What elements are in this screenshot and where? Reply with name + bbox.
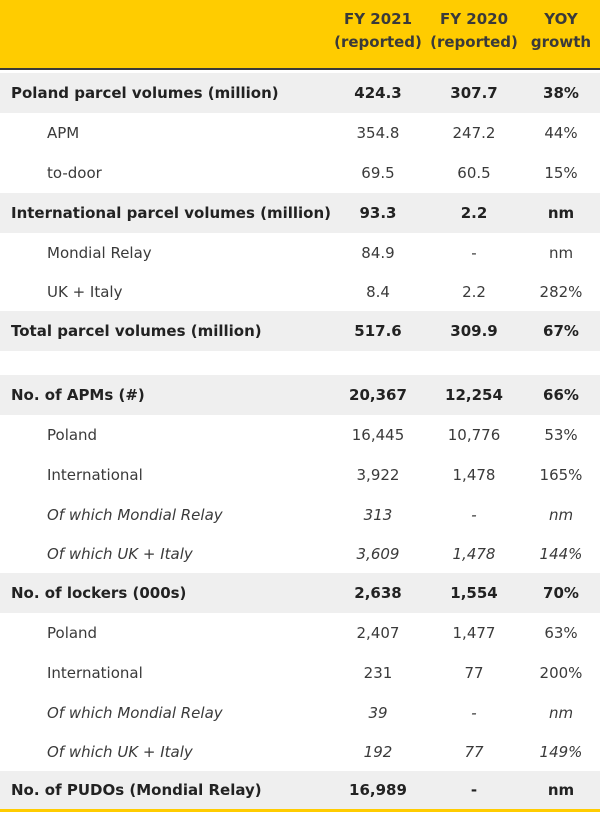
row-label: Of which Mondial Relay [47,506,223,524]
cell-yoy: 165% [539,466,583,484]
header-fy2020: FY 2020 (reported) [430,10,518,51]
cell-yoy: 63% [544,624,578,642]
cell-yoy: nm [547,781,575,799]
cell-yoy: 282% [539,283,583,301]
cell-yoy: nm [548,244,574,262]
table-bottom-border [0,809,600,812]
cell-fy2021: 231 [363,664,393,682]
table-row-number-of-apms: No. of APMs (#) 20,367 12,254 66% [0,375,600,415]
cell-fy2021: 93.3 [359,204,397,222]
cell-fy2020: 2.2 [462,283,486,301]
cell-fy2020: 1,478 [452,545,496,563]
header-yoy-growth: YOY growth [530,10,592,51]
cell-fy2021: 3,609 [356,545,400,563]
table-row-lockers-uk-italy: Of which UK + Italy 192 77 149% [0,733,600,771]
cell-yoy: 66% [543,386,579,404]
cell-fy2020: 60.5 [457,164,491,182]
table-row-mondial-relay: Mondial Relay 84.9 - nm [0,233,600,273]
cell-fy2021: 3,922 [356,466,400,484]
cell-yoy: nm [547,204,575,222]
table-row-number-of-lockers: No. of lockers (000s) 2,638 1,554 70% [0,573,600,613]
cell-fy2021: 8.4 [366,283,390,301]
cell-yoy: 15% [544,164,578,182]
cell-yoy: 149% [539,743,583,761]
row-label: Mondial Relay [47,244,152,262]
table-row-poland-parcel-volumes: Poland parcel volumes (million) 424.3 30… [0,73,600,113]
cell-yoy: 38% [543,84,579,102]
row-label: UK + Italy [47,283,123,301]
cell-fy2021: 354.8 [356,124,400,142]
cell-yoy: 144% [539,545,583,563]
table-row-apms-mondial-relay: Of which Mondial Relay 313 - nm [0,495,600,535]
cell-fy2021: 39 [368,704,388,722]
row-label: Of which Mondial Relay [47,704,223,722]
cell-fy2021: 16,989 [349,781,407,799]
row-label: No. of APMs (#) [11,386,145,404]
cell-fy2021: 424.3 [354,84,402,102]
table-row-apms-uk-italy: Of which UK + Italy 3,609 1,478 144% [0,535,600,573]
cell-fy2020: 2.2 [460,204,488,222]
table-row-number-of-pudos: No. of PUDOs (Mondial Relay) 16,989 - nm [0,771,600,809]
cell-fy2020: - [471,244,477,262]
table-spacer [0,351,600,375]
table-row-lockers-mondial-relay: Of which Mondial Relay 39 - nm [0,693,600,733]
cell-fy2020: 1,478 [452,466,496,484]
cell-fy2021: 2,638 [354,584,402,602]
cell-yoy: 200% [539,664,583,682]
cell-fy2021: 84.9 [361,244,395,262]
cell-fy2020: 309.9 [450,322,498,340]
cell-fy2021: 517.6 [354,322,402,340]
row-label: International [47,466,143,484]
cell-fy2020: 77 [464,743,484,761]
cell-yoy: 53% [544,426,578,444]
row-label: No. of PUDOs (Mondial Relay) [11,781,262,799]
cell-fy2020: 1,477 [452,624,496,642]
cell-fy2020: 77 [464,664,484,682]
cell-yoy: nm [548,506,574,524]
table-header: FY 2021 (reported) FY 2020 (reported) YO… [0,0,600,70]
table-row-uk-italy: UK + Italy 8.4 2.2 282% [0,273,600,311]
cell-fy2020: 307.7 [450,84,498,102]
row-label: Total parcel volumes (million) [11,322,262,340]
cell-fy2020: 1,554 [450,584,498,602]
cell-fy2020: - [471,704,477,722]
row-label: No. of lockers (000s) [11,584,187,602]
cell-fy2021: 313 [363,506,393,524]
table-row-lockers-international: International 231 77 200% [0,653,600,693]
cell-fy2020: 12,254 [445,386,503,404]
cell-fy2020: 10,776 [447,426,501,444]
table-row-to-door: to-door 69.5 60.5 15% [0,153,600,193]
row-label: International [47,664,143,682]
row-label: International parcel volumes (million) [11,204,332,222]
table-row-total-parcel-volumes: Total parcel volumes (million) 517.6 309… [0,311,600,351]
cell-yoy: 44% [544,124,578,142]
cell-yoy: nm [548,704,574,722]
header-fy2021: FY 2021 (reported) [334,10,422,51]
cell-fy2021: 2,407 [356,624,400,642]
row-label: Poland [47,624,98,642]
row-label: Poland [47,426,98,444]
table-row-apms-poland: Poland 16,445 10,776 53% [0,415,600,455]
row-label: Of which UK + Italy [47,545,193,563]
table-row-lockers-poland: Poland 2,407 1,477 63% [0,613,600,653]
row-label: Poland parcel volumes (million) [11,84,279,102]
row-label: to-door [47,164,102,182]
cell-fy2021: 16,445 [351,426,405,444]
row-label: Of which UK + Italy [47,743,193,761]
cell-yoy: 70% [543,584,579,602]
cell-fy2020: - [471,506,477,524]
cell-fy2021: 20,367 [349,386,407,404]
table-row-apms-international: International 3,922 1,478 165% [0,455,600,495]
cell-fy2021: 192 [363,743,393,761]
cell-fy2021: 69.5 [361,164,395,182]
cell-fy2020: 247.2 [452,124,496,142]
table-row-apm: APM 354.8 247.2 44% [0,113,600,153]
table-row-international-parcel-volumes: International parcel volumes (million) 9… [0,193,600,233]
row-label: APM [47,124,80,142]
cell-fy2020: - [470,781,478,799]
cell-yoy: 67% [543,322,579,340]
